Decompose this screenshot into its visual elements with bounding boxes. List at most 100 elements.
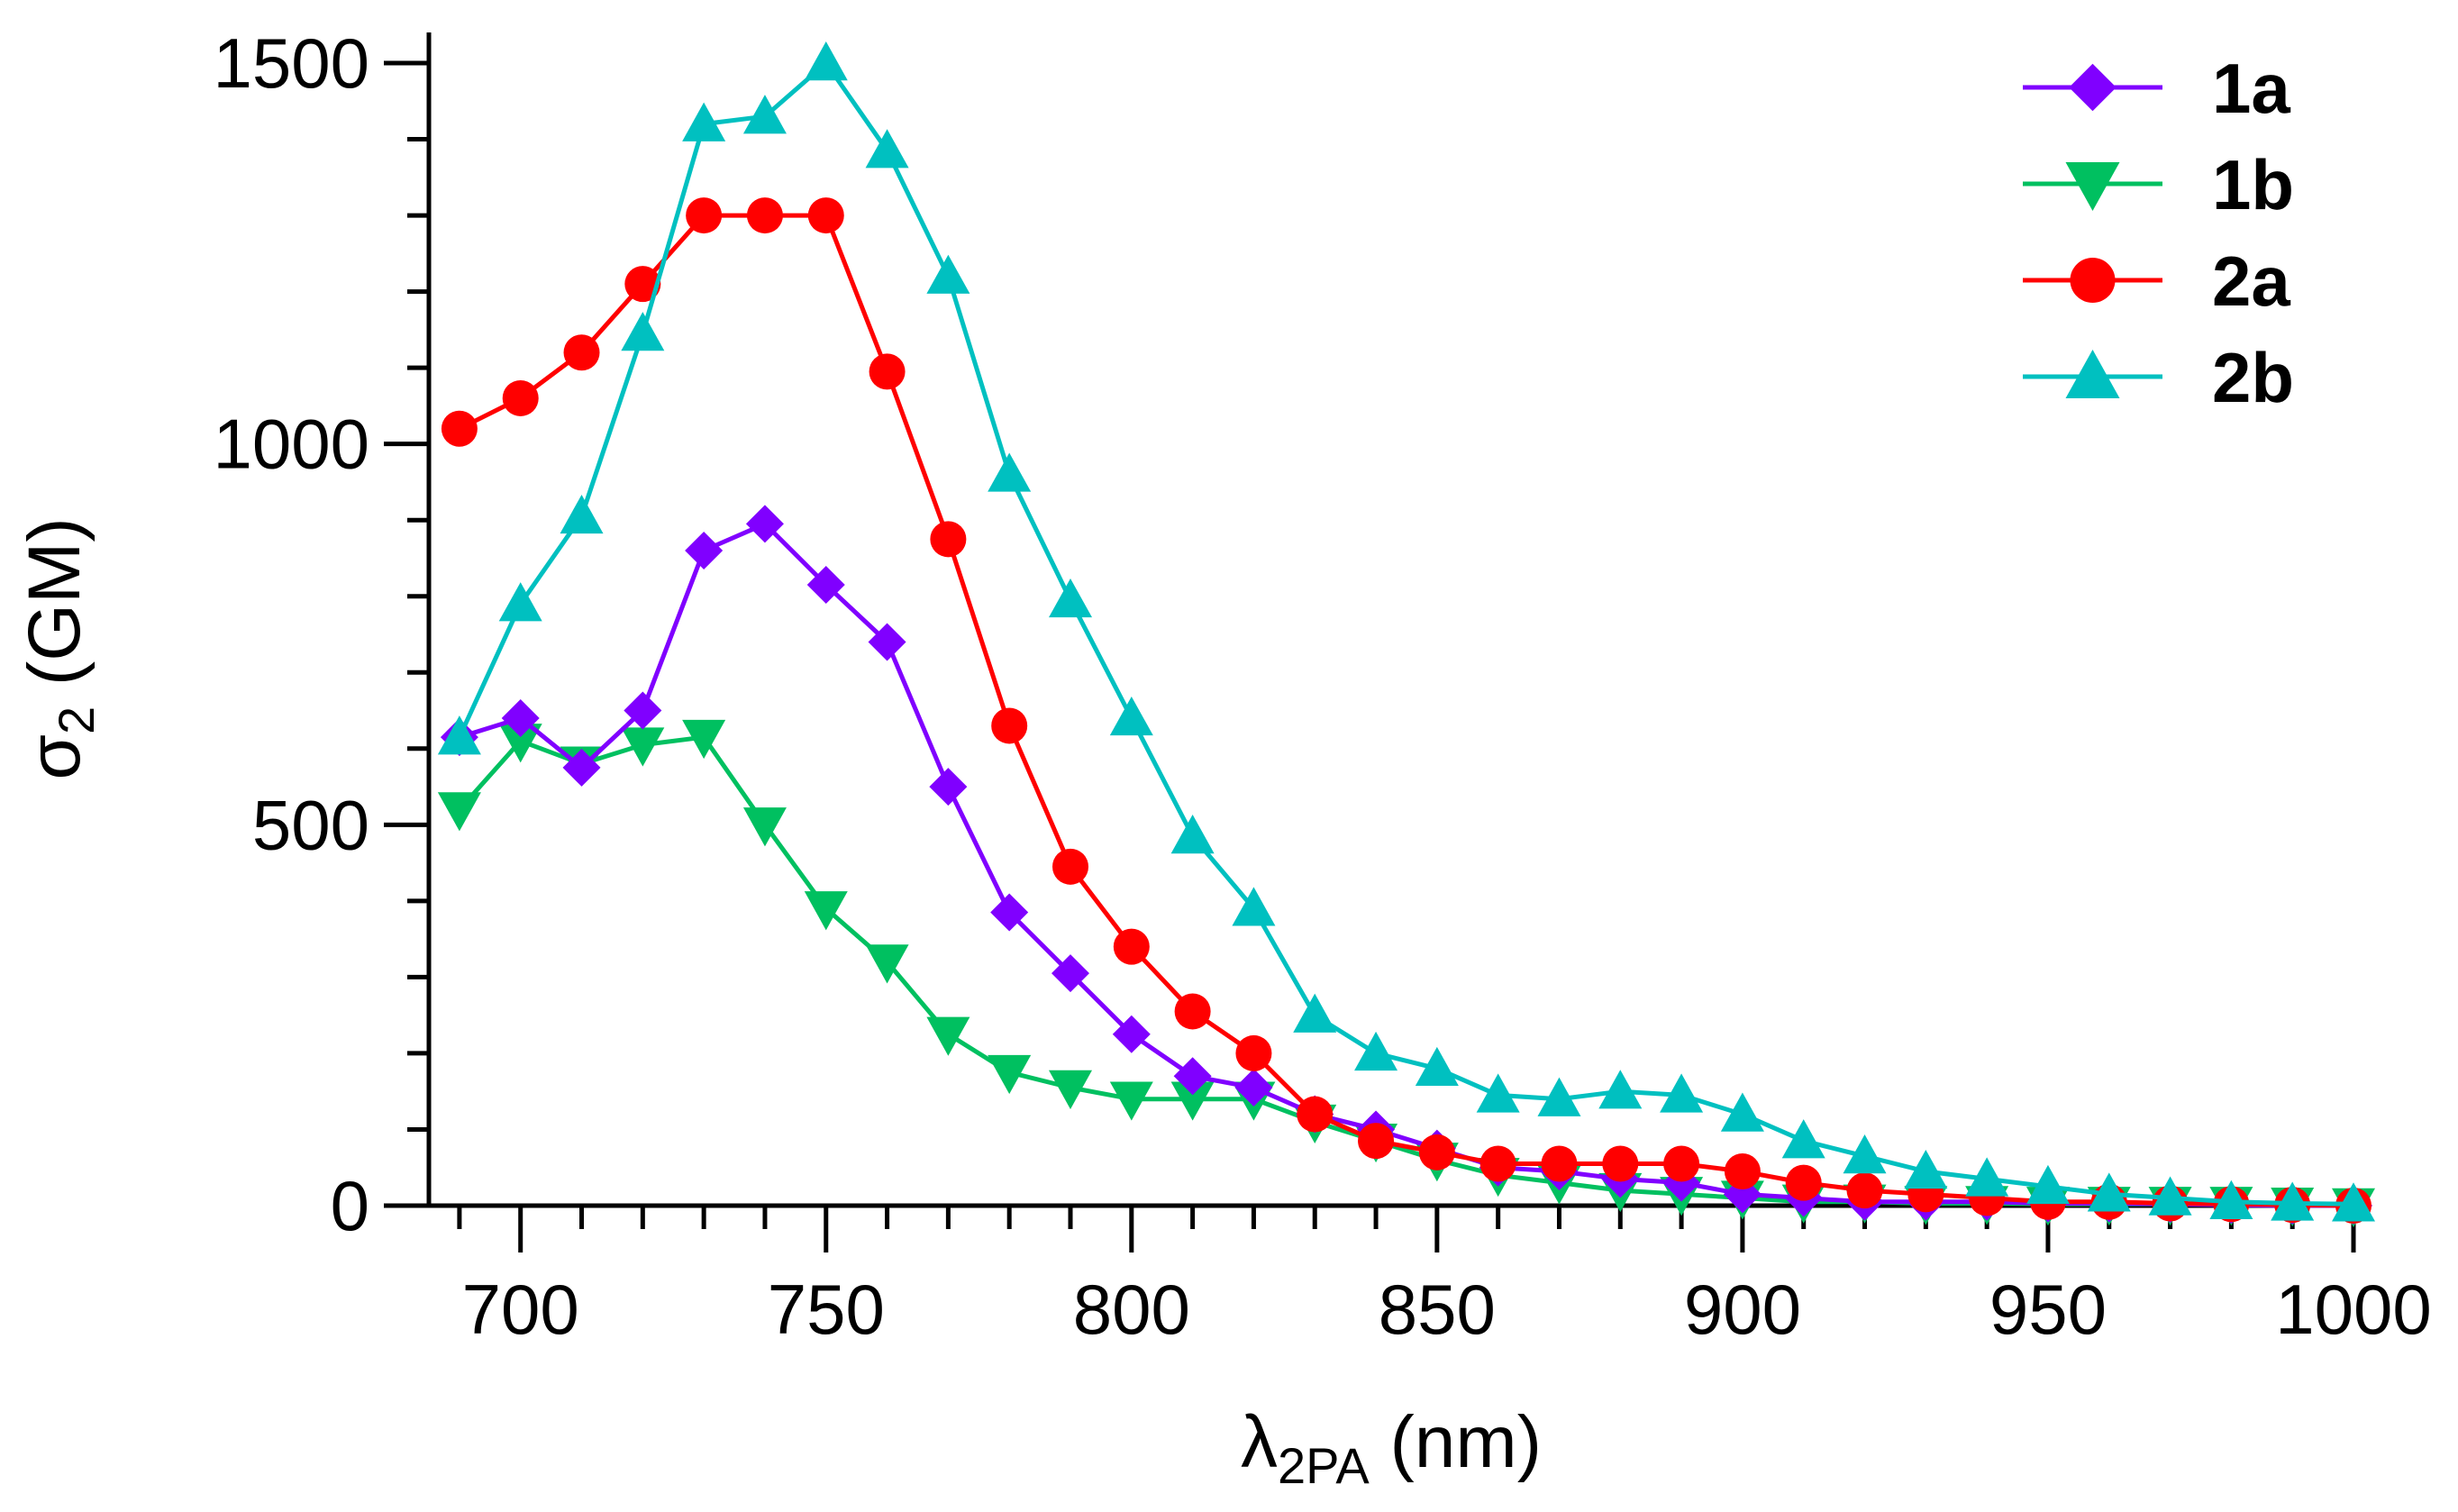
axes: 0 500 1000 1500 700 750 800 850 900 950 1000 xyxy=(213,23,2431,1349)
point-1a-780 xyxy=(990,893,1029,932)
point-2b-980 xyxy=(2209,1180,2253,1219)
point-1a-740 xyxy=(745,505,784,543)
legend-item-1a: 1a xyxy=(2023,49,2290,128)
point-1b-780 xyxy=(988,1054,1032,1095)
y-axis-title: σ2 (GM) xyxy=(14,517,105,779)
point-2b-900 xyxy=(1720,1092,1764,1132)
point-1a-770 xyxy=(929,768,968,806)
point-2b-780 xyxy=(988,452,1032,492)
point-1b-800 xyxy=(1109,1081,1153,1121)
series-2b xyxy=(437,41,2375,1222)
point-2a-910 xyxy=(1785,1164,1822,1201)
point-2a-890 xyxy=(1663,1145,1700,1182)
y-axis-subscript: 2 xyxy=(48,706,105,734)
x-axis-symbol: λ xyxy=(1241,1401,1278,1483)
y-tick-label-1000: 1000 xyxy=(213,405,369,484)
point-2a-850 xyxy=(1418,1134,1455,1170)
point-2b-1000 xyxy=(2332,1182,2375,1222)
point-2b-940 xyxy=(1965,1157,2009,1197)
point-2b-740 xyxy=(742,95,787,134)
series-line-2b xyxy=(457,60,2354,1207)
point-1b-770 xyxy=(926,1016,970,1056)
point-1b-730 xyxy=(682,719,726,760)
point-2b-930 xyxy=(1904,1149,1948,1189)
legend-marker-2b xyxy=(2065,350,2120,398)
x-tick-label-800: 800 xyxy=(1073,1270,1190,1349)
y-axis-unit: (GM) xyxy=(14,517,96,706)
legend-marker-1a xyxy=(2069,63,2117,112)
x-tick-label-950: 950 xyxy=(1989,1270,2107,1349)
x-axis-title: λ2PA (nm) xyxy=(1241,1401,1542,1494)
point-2a-740 xyxy=(746,197,783,234)
point-2a-860 xyxy=(1479,1145,1516,1182)
point-2a-700 xyxy=(502,379,539,416)
legend-item-2b: 2b xyxy=(2023,338,2294,417)
point-2a-780 xyxy=(991,707,1028,744)
point-2b-960 xyxy=(2087,1172,2131,1212)
series-line-2a xyxy=(458,213,2354,1208)
point-1a-790 xyxy=(1051,954,1089,993)
legend-marker-1b xyxy=(2065,162,2120,211)
point-2a-870 xyxy=(1541,1145,1578,1182)
point-2b-810 xyxy=(1170,815,1215,854)
point-1a-710 xyxy=(562,748,601,787)
point-2a-790 xyxy=(1052,848,1088,885)
point-1a-800 xyxy=(1112,1015,1151,1053)
point-2b-920 xyxy=(1843,1134,1887,1174)
point-2a-900 xyxy=(1724,1152,1761,1189)
point-1b-760 xyxy=(865,944,909,984)
point-2b-720 xyxy=(621,312,665,351)
point-2b-890 xyxy=(1660,1073,1704,1113)
legend-item-2a: 2a xyxy=(2023,241,2290,321)
legend-label-1b: 1b xyxy=(2212,145,2294,224)
point-2b-710 xyxy=(560,494,604,534)
legend-item-1b: 1b xyxy=(2023,145,2294,224)
point-1b-790 xyxy=(1049,1070,1092,1109)
point-1b-750 xyxy=(804,891,848,931)
series-1b xyxy=(437,719,2375,1227)
y-tick-label-1500: 1500 xyxy=(213,23,369,103)
point-1b-690 xyxy=(437,792,481,832)
x-tick-label-850: 850 xyxy=(1379,1270,1496,1349)
point-1a-810 xyxy=(1173,1057,1212,1096)
point-1a-760 xyxy=(868,623,906,661)
legend-label-2b: 2b xyxy=(2212,338,2294,417)
series-layer xyxy=(437,41,2375,1227)
point-2b-730 xyxy=(682,102,726,141)
point-1a-750 xyxy=(806,566,845,605)
y-tick-label-0: 0 xyxy=(331,1166,369,1245)
point-2a-830 xyxy=(1297,1096,1334,1133)
x-axis-subscript: 2PA xyxy=(1278,1437,1370,1494)
point-1b-740 xyxy=(742,807,787,847)
point-2a-730 xyxy=(686,197,723,234)
legend-label-1a: 1a xyxy=(2212,49,2290,128)
legend: 1a 1b 2a 2b xyxy=(2023,49,2294,417)
point-2b-750 xyxy=(804,41,848,81)
point-2a-810 xyxy=(1174,993,1211,1030)
x-tick-label-1000: 1000 xyxy=(2275,1270,2432,1349)
x-tick-label-900: 900 xyxy=(1684,1270,1801,1349)
point-2a-750 xyxy=(807,197,844,234)
point-2b-690 xyxy=(437,715,481,755)
series-2a xyxy=(441,197,2372,1224)
point-2b-990 xyxy=(2271,1181,2315,1221)
series-line-1a xyxy=(459,521,2353,1208)
point-2b-820 xyxy=(1232,887,1276,926)
point-1b-810 xyxy=(1170,1081,1215,1121)
point-2a-770 xyxy=(930,521,967,558)
y-tick-label-500: 500 xyxy=(252,785,369,864)
point-2a-920 xyxy=(1846,1172,1883,1209)
point-2b-760 xyxy=(865,129,909,169)
point-2b-840 xyxy=(1354,1031,1398,1071)
point-1a-720 xyxy=(624,691,662,730)
series-line-1b xyxy=(458,734,2354,1208)
point-2a-690 xyxy=(441,410,478,447)
point-2a-800 xyxy=(1113,928,1150,965)
series-1a xyxy=(440,505,2372,1225)
point-1a-820 xyxy=(1234,1068,1273,1107)
x-axis-unit: (nm) xyxy=(1370,1401,1542,1483)
point-2b-870 xyxy=(1537,1077,1581,1116)
point-2b-910 xyxy=(1781,1119,1825,1159)
